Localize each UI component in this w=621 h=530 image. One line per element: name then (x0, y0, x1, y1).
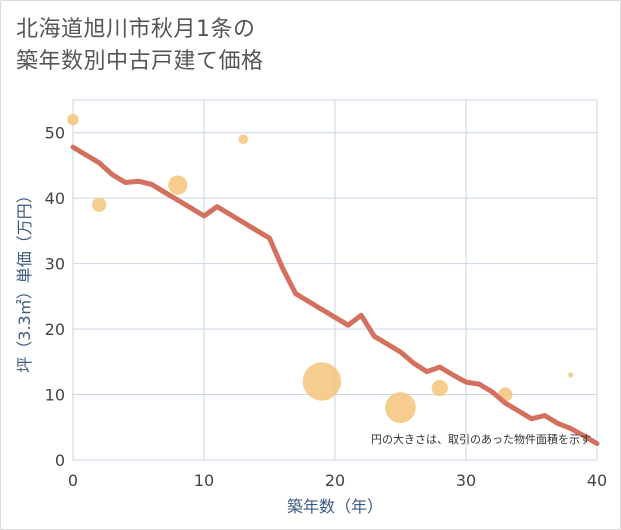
chart-title-line-1: 北海道旭川市秋月1条の (16, 17, 256, 42)
y-tick-label: 50 (45, 124, 65, 143)
bubble-point (92, 197, 107, 212)
x-tick-label: 40 (587, 471, 607, 490)
bubble-layer (67, 113, 574, 423)
x-tick-label: 10 (194, 471, 214, 490)
y-tick-label: 10 (45, 386, 65, 405)
chart-title-line-2: 築年数別中古戸建て価格 (16, 49, 264, 74)
y-tick-label: 30 (45, 255, 65, 274)
bubble-point (238, 134, 249, 145)
y-tick-label: 0 (55, 451, 65, 470)
bubble-point (302, 362, 342, 401)
size-legend-note: 円の大きさは、取引のあった物件面積を示す (371, 432, 591, 446)
axis-ticks: 0 10 20 30 40 0 10 20 30 40 50 (45, 124, 608, 490)
x-axis-title: 築年数（年） (287, 497, 383, 516)
chart-title: 北海道旭川市秋月1条の 築年数別中古戸建て価格 (16, 14, 264, 78)
bubble-point (67, 113, 79, 126)
y-tick-label: 40 (45, 189, 65, 208)
y-axis-title: 坪（3.3㎡）単価（万円） (15, 187, 34, 372)
trend-line (70, 144, 600, 447)
bubble-point (168, 175, 188, 195)
x-tick-label: 0 (68, 471, 78, 490)
x-tick-label: 30 (456, 471, 476, 490)
bubble-point (431, 379, 448, 397)
x-tick-label: 20 (325, 471, 345, 490)
bubble-point (385, 392, 416, 423)
grid (72, 99, 598, 461)
y-tick-label: 20 (45, 320, 65, 339)
bubble-point (568, 372, 574, 378)
